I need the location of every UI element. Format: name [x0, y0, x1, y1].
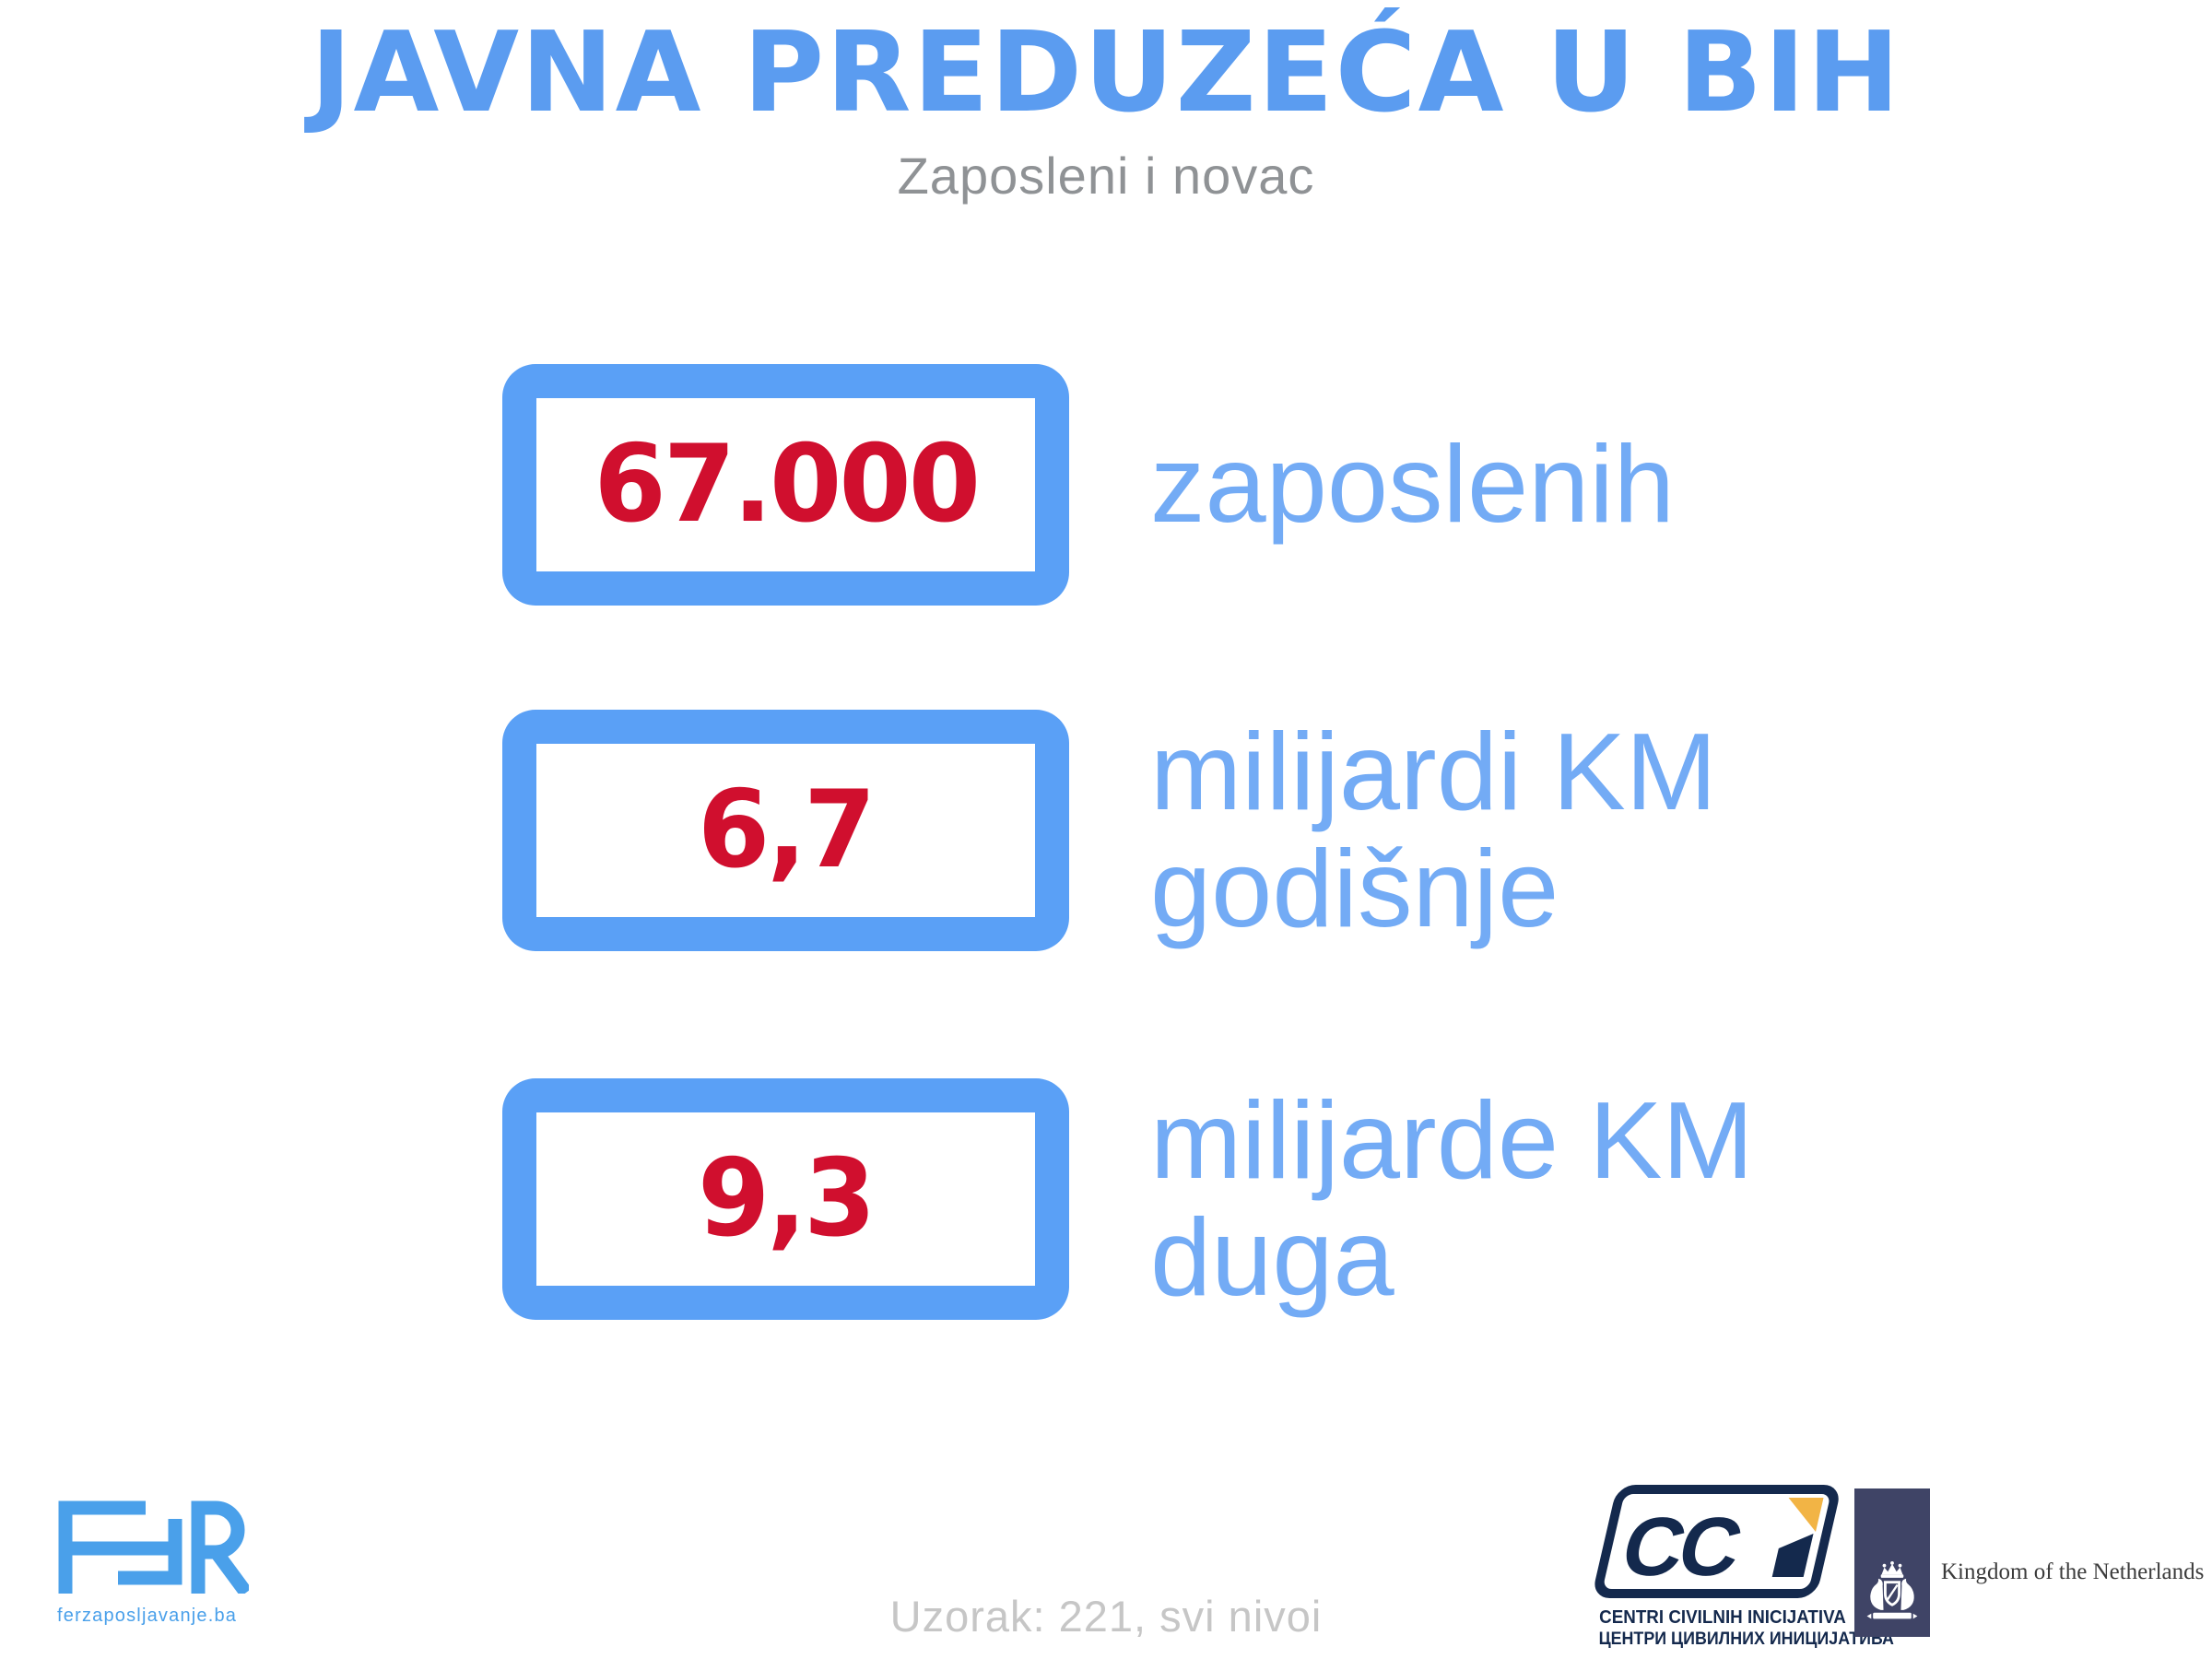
fer-logo-icon	[58, 1500, 253, 1597]
fer-website: ferzaposljavanje.ba	[57, 1606, 238, 1626]
stat-label: milijardi KM godišnje	[1150, 710, 1717, 950]
stat-label: milijarde KM duga	[1150, 1078, 1754, 1319]
svg-text:CC: CC	[1614, 1500, 1749, 1594]
stat-value: 67.000	[594, 422, 981, 547]
stat-row-employees: 67.000 zaposlenih	[502, 364, 1675, 606]
stat-row-annual-money: 6,7 milijardi KM godišnje	[502, 710, 1717, 951]
cci-yellow-triangle	[1788, 1498, 1824, 1532]
cci-logo-icon: CC	[1594, 1485, 1839, 1598]
stat-row-debt: 9,3 milijarde KM duga	[502, 1078, 1754, 1320]
netherlands-emblem	[1854, 1488, 1930, 1637]
stat-value: 9,3	[698, 1136, 877, 1261]
stat-box: 67.000	[502, 364, 1069, 606]
stat-box: 6,7	[502, 710, 1069, 951]
cci-name-latin: CENTRI CIVILNIH INICIJATIVA	[1599, 1607, 1846, 1628]
fer-logo: ferzaposljavanje.ba	[57, 1500, 269, 1627]
stat-label: zaposlenih	[1150, 423, 1675, 547]
stat-value: 6,7	[698, 768, 877, 892]
cci-letter-i	[1771, 1534, 1814, 1577]
page-title: JAVNA PREDUZEĆA U BIH	[310, 9, 1902, 137]
page-subtitle: Zaposleni i novac	[897, 147, 1315, 205]
netherlands-label: Kingdom of the Netherlands	[1941, 1559, 2205, 1584]
cci-name-cyrillic: ЦЕНТРИ ЦИВИЛНИХ ИНИЦИЈАТИВА	[1598, 1630, 1894, 1649]
cci-logo: CC CENTRI CIVILNIH INICIJATIVA ЦЕНТРИ ЦИ…	[1591, 1484, 1894, 1650]
sample-note: Uzorak: 221, svi nivoi	[889, 1592, 1323, 1641]
stat-box: 9,3	[502, 1078, 1069, 1320]
netherlands-coat-of-arms-icon	[1866, 1560, 1918, 1619]
